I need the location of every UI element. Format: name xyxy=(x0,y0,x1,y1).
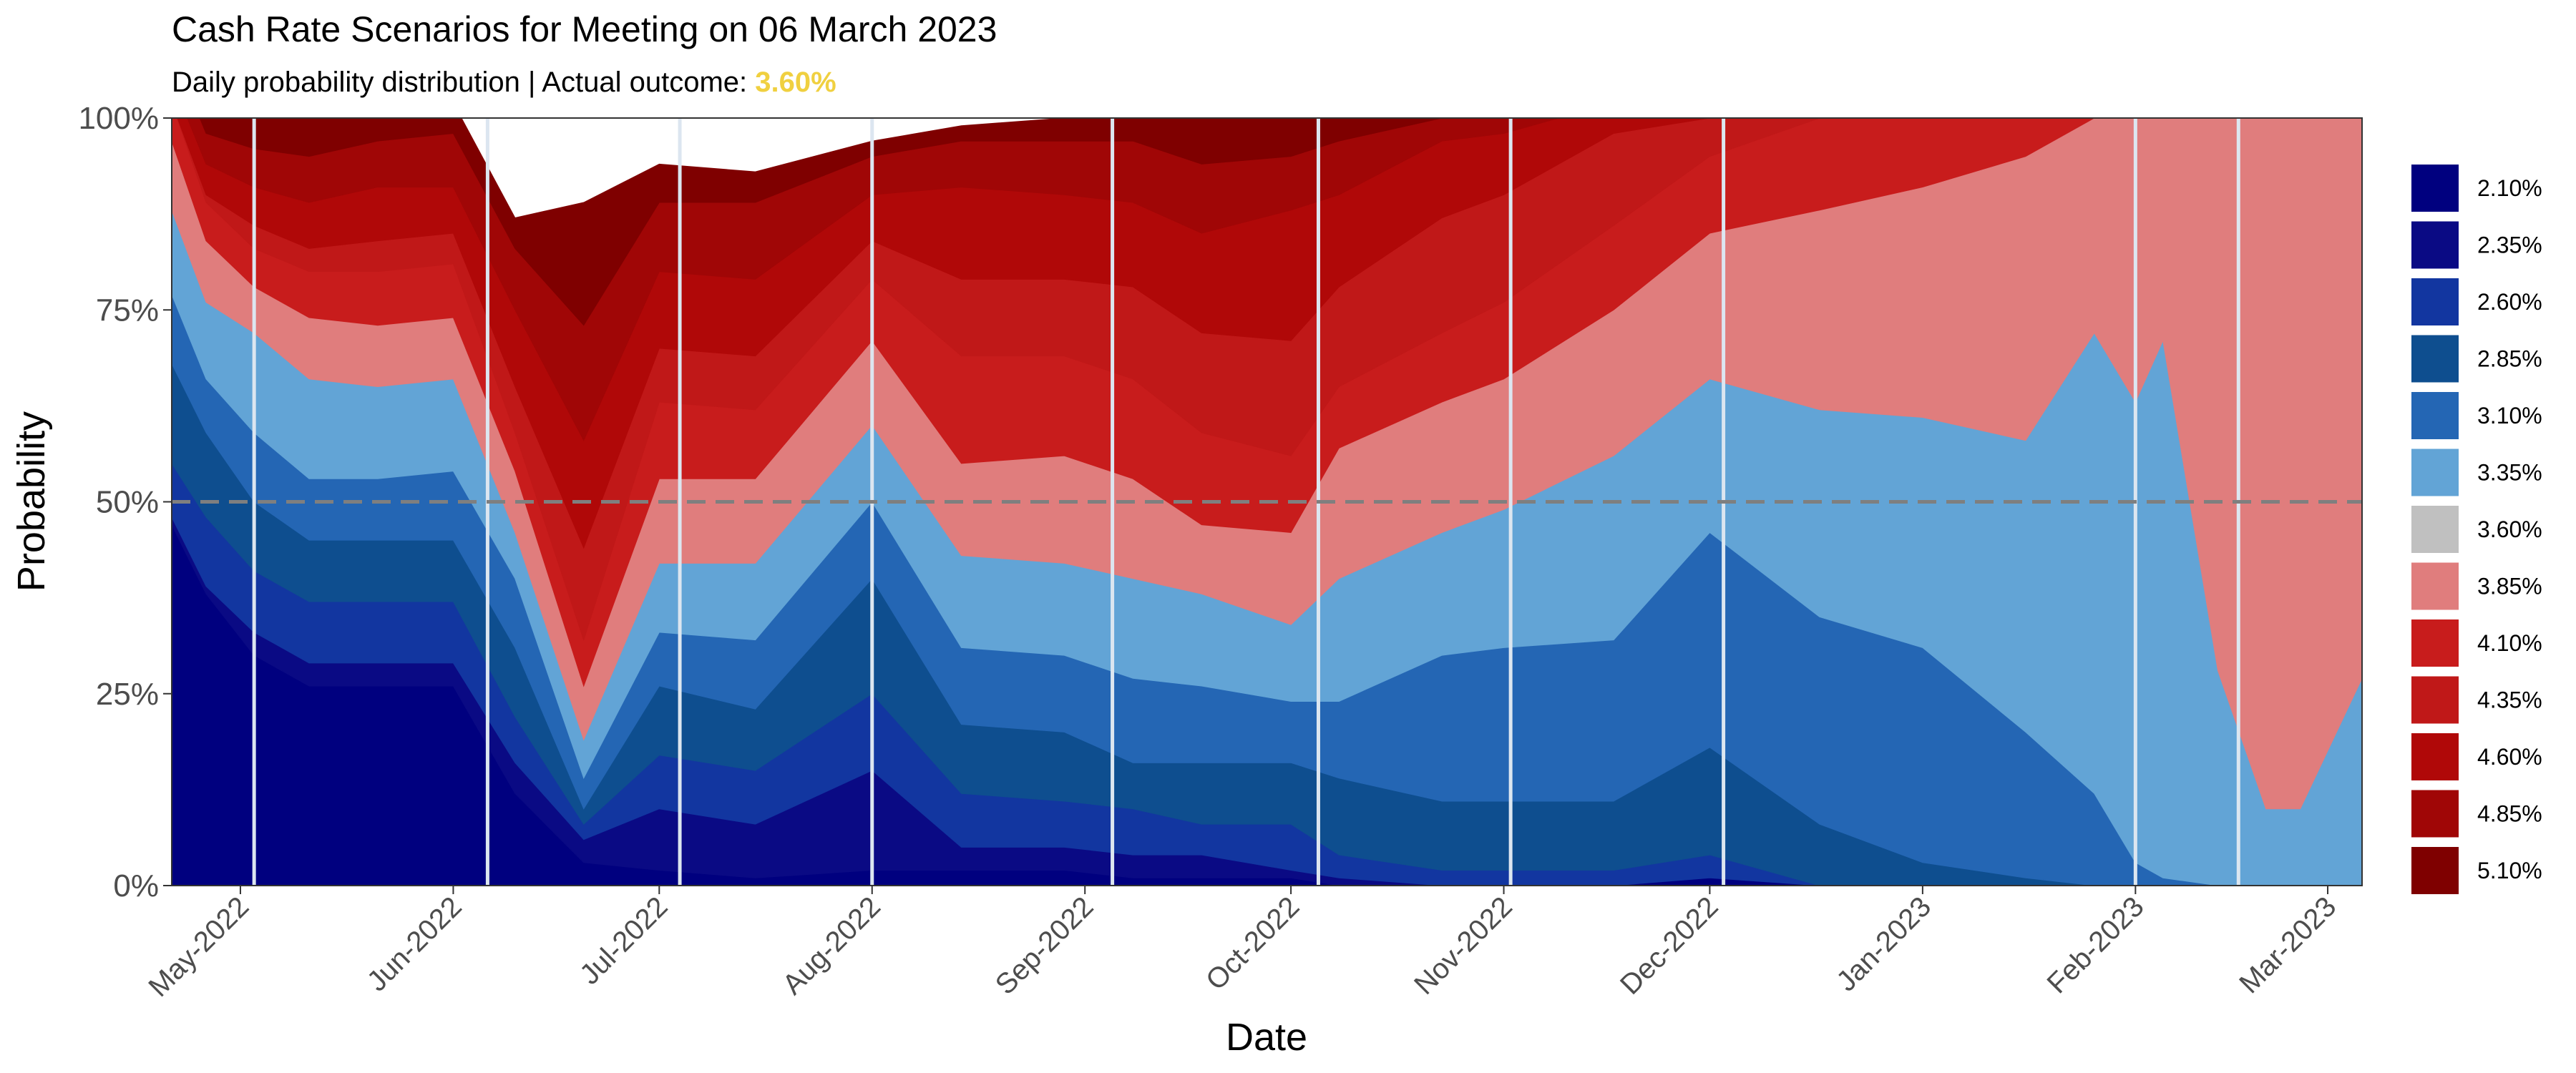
legend-label: 3.85% xyxy=(2477,574,2542,599)
legend-swatch xyxy=(2411,562,2459,610)
x-tick-label: Sep-2022 xyxy=(990,891,1100,1001)
subtitle-text: Daily probability distribution | Actual … xyxy=(172,67,755,98)
legend-label: 4.60% xyxy=(2477,744,2542,770)
legend-swatch xyxy=(2411,847,2459,894)
legend-label: 3.35% xyxy=(2477,460,2542,486)
area-5-10pct xyxy=(199,118,2362,326)
legend-label: 4.85% xyxy=(2477,801,2542,827)
x-tick-label: Feb-2023 xyxy=(2041,891,2150,999)
legend-swatch xyxy=(2411,392,2459,439)
legend-swatch xyxy=(2411,221,2459,269)
x-tick-label: Dec-2022 xyxy=(1614,891,1724,1001)
actual-outcome-value: 3.60% xyxy=(755,67,836,98)
x-axis: May-2022 Jun-2022 Jul-2022 Aug-2022 Sep-2022… xyxy=(142,886,2342,1003)
y-tick-label: 25% xyxy=(96,677,159,712)
legend-label: 2.10% xyxy=(2477,175,2542,201)
legend: 2.10% 2.35% 2.60% 2.85% 3.10% 3.35% 3.60% 3.85%… xyxy=(2411,165,2542,894)
x-tick-label: Jul-2022 xyxy=(574,891,674,991)
legend-swatch xyxy=(2411,335,2459,383)
y-tick-label: 100% xyxy=(78,101,159,136)
x-tick-label: Nov-2022 xyxy=(1408,891,1518,1001)
y-axis: 0% 25% 50% 75% 100% xyxy=(78,101,172,903)
legend-label: 4.10% xyxy=(2477,630,2542,656)
x-tick-label: May-2022 xyxy=(142,891,255,1003)
y-tick-label: 50% xyxy=(96,485,159,520)
legend-swatch xyxy=(2411,676,2459,724)
x-tick-label: Jan-2023 xyxy=(1830,891,1937,997)
legend-label: 2.35% xyxy=(2477,232,2542,258)
legend-label: 2.85% xyxy=(2477,346,2542,372)
x-tick-label: Aug-2022 xyxy=(776,891,887,1001)
y-tick-label: 0% xyxy=(113,868,159,903)
legend-label: 2.60% xyxy=(2477,289,2542,315)
legend-swatch xyxy=(2411,278,2459,325)
x-tick-label: Oct-2022 xyxy=(1200,891,1305,996)
legend-swatch xyxy=(2411,733,2459,780)
legend-swatch xyxy=(2411,449,2459,496)
legend-label: 3.60% xyxy=(2477,516,2542,542)
legend-swatch xyxy=(2411,165,2459,212)
legend-swatch xyxy=(2411,619,2459,667)
chart-title: Cash Rate Scenarios for Meeting on 06 Ma… xyxy=(172,9,997,49)
x-tick-label: Mar-2023 xyxy=(2233,891,2342,999)
legend-label: 3.10% xyxy=(2477,403,2542,428)
legend-swatch xyxy=(2411,790,2459,838)
legend-label: 5.10% xyxy=(2477,858,2542,883)
chart-subtitle: Daily probability distribution | Actual … xyxy=(172,67,836,98)
legend-label: 4.35% xyxy=(2477,687,2542,713)
y-tick-label: 75% xyxy=(96,293,159,328)
x-axis-title: Date xyxy=(1226,1016,1307,1059)
x-tick-label: Jun-2022 xyxy=(361,891,468,997)
legend-swatch xyxy=(2411,506,2459,553)
y-axis-title: Probability xyxy=(10,411,53,592)
stacked-areas xyxy=(172,118,2362,886)
